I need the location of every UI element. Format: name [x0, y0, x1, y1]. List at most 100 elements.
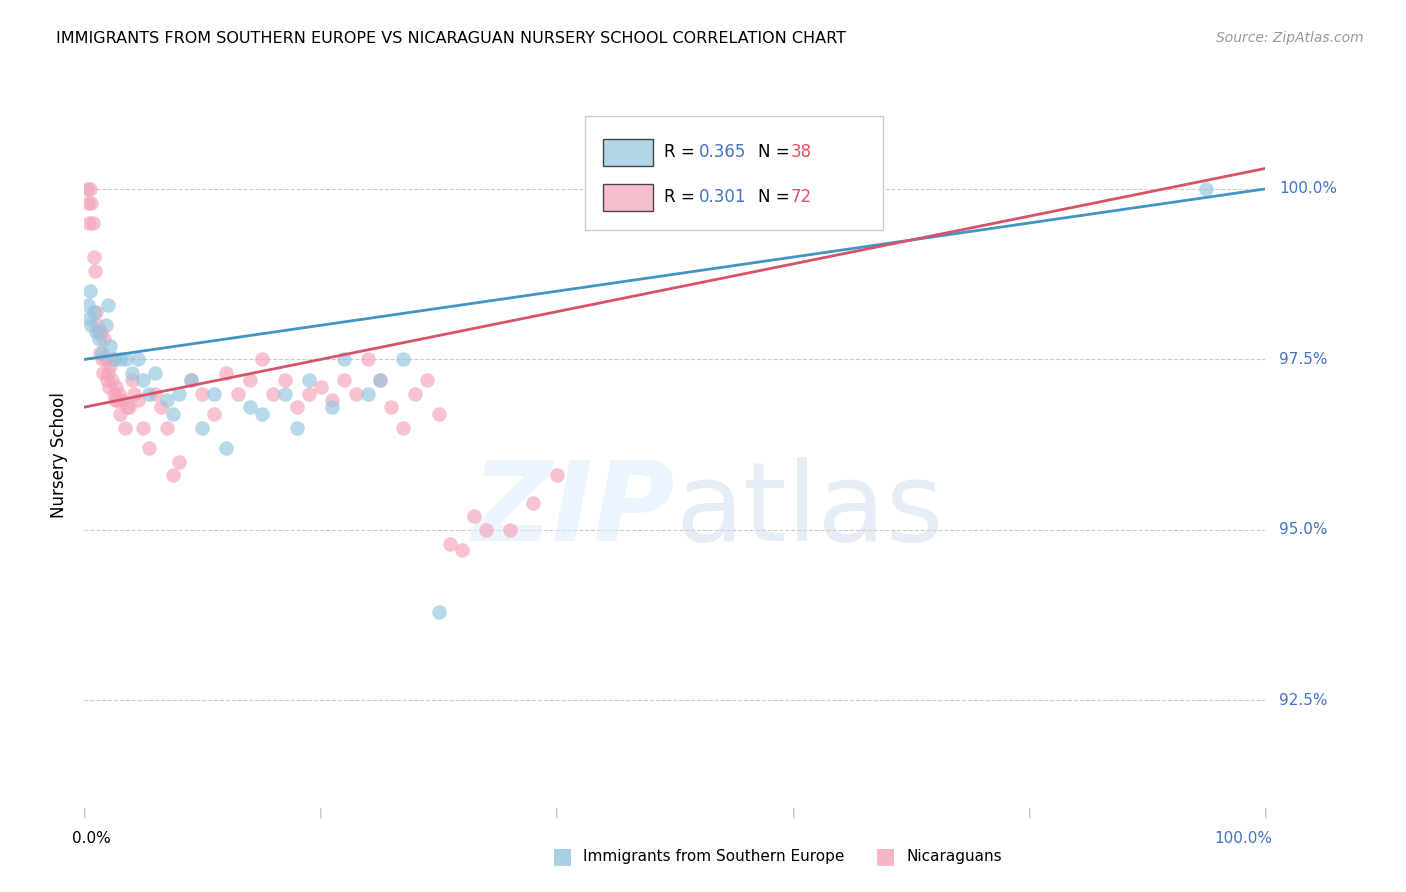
Text: Immigrants from Southern Europe: Immigrants from Southern Europe: [583, 849, 845, 863]
Point: [114, 420, 136, 434]
Point: [427, 407, 450, 421]
Point: [274, 386, 297, 401]
Text: |: |: [1028, 807, 1031, 818]
Text: |: |: [83, 807, 86, 818]
Point: [87, 325, 110, 339]
Point: [439, 536, 461, 550]
Point: [143, 366, 166, 380]
Point: [298, 386, 321, 401]
Text: 100.0%: 100.0%: [1279, 181, 1337, 196]
Point: [114, 352, 136, 367]
Point: [298, 373, 321, 387]
Text: 38: 38: [790, 144, 811, 161]
Point: [333, 352, 356, 367]
Point: [77, 195, 100, 210]
Point: [94, 352, 117, 367]
Point: [285, 400, 308, 414]
Text: 95.0%: 95.0%: [1279, 523, 1327, 538]
Point: [150, 400, 173, 414]
Text: R =: R =: [664, 188, 700, 206]
Y-axis label: Nursery School: Nursery School: [49, 392, 67, 518]
Point: [111, 393, 134, 408]
Text: 72: 72: [790, 188, 811, 206]
Point: [321, 393, 343, 408]
Point: [97, 298, 120, 312]
Point: [368, 373, 391, 387]
Point: [76, 182, 98, 196]
Point: [127, 393, 149, 408]
Point: [96, 373, 118, 387]
Point: [77, 311, 100, 326]
Point: [108, 407, 131, 421]
Point: [404, 386, 426, 401]
Point: [215, 441, 238, 455]
Point: [475, 523, 498, 537]
Text: 0.301: 0.301: [699, 188, 747, 206]
Point: [91, 366, 114, 380]
Text: Source: ZipAtlas.com: Source: ZipAtlas.com: [1216, 31, 1364, 45]
Point: [84, 325, 107, 339]
Point: [101, 352, 124, 367]
Text: R =: R =: [664, 144, 700, 161]
Text: ■: ■: [553, 847, 572, 866]
Text: Nicaraguans: Nicaraguans: [907, 849, 1002, 863]
Point: [239, 373, 262, 387]
Point: [156, 393, 179, 408]
Point: [162, 407, 184, 421]
Text: N =: N =: [758, 144, 794, 161]
Text: 0.365: 0.365: [699, 144, 747, 161]
Point: [191, 420, 214, 434]
Point: [522, 496, 544, 510]
Point: [416, 373, 439, 387]
Text: |: |: [555, 807, 558, 818]
Text: |: |: [319, 807, 322, 818]
Point: [274, 373, 297, 387]
Point: [427, 605, 450, 619]
Point: [498, 523, 520, 537]
Point: [77, 216, 100, 230]
Point: [132, 373, 155, 387]
Point: [91, 352, 114, 367]
Point: [121, 373, 143, 387]
Point: [138, 386, 160, 401]
Text: |: |: [1264, 807, 1267, 818]
Point: [79, 182, 101, 196]
Point: [262, 386, 284, 401]
Point: [98, 359, 121, 374]
Point: [83, 250, 105, 264]
Point: [368, 373, 391, 387]
Point: [321, 400, 343, 414]
Point: [392, 420, 415, 434]
Point: [98, 380, 121, 394]
Point: [104, 393, 127, 408]
Text: 0.0%: 0.0%: [72, 831, 111, 846]
Point: [167, 455, 190, 469]
Point: [180, 373, 202, 387]
Text: ■: ■: [876, 847, 896, 866]
Point: [180, 373, 202, 387]
Point: [91, 345, 114, 359]
Point: [86, 318, 108, 333]
Point: [239, 400, 262, 414]
Point: [82, 216, 104, 230]
Point: [333, 373, 356, 387]
Point: [392, 352, 415, 367]
Point: [80, 195, 103, 210]
Point: [108, 352, 131, 367]
Point: [380, 400, 402, 414]
Point: [77, 298, 100, 312]
Point: [156, 420, 179, 434]
Point: [121, 366, 143, 380]
Point: [115, 400, 138, 414]
Point: [285, 420, 308, 434]
Point: [250, 352, 273, 367]
Point: [143, 386, 166, 401]
Point: [98, 339, 121, 353]
Point: [226, 386, 249, 401]
Point: [122, 386, 145, 401]
Point: [83, 304, 105, 318]
Point: [132, 420, 155, 434]
Point: [84, 304, 107, 318]
Point: [191, 386, 214, 401]
Point: [87, 332, 110, 346]
